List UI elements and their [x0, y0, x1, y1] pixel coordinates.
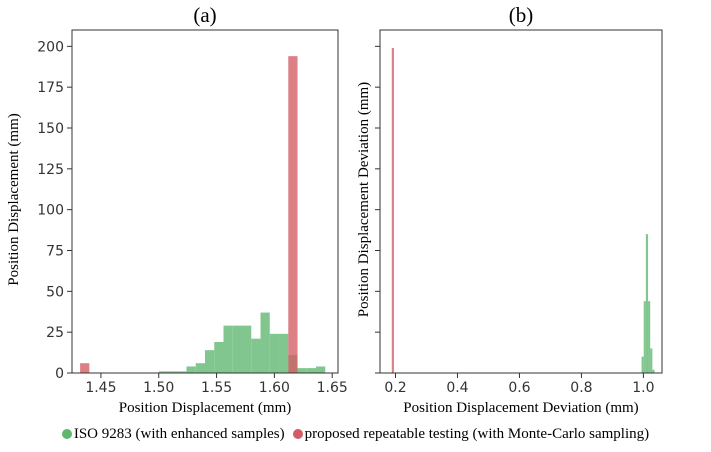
bar-a-proposed-0 [80, 363, 90, 373]
x-axis-label-a: Position Displacement (mm) [119, 400, 291, 416]
ytick-label-a-5: 125 [37, 162, 64, 178]
ytick-label-a-0: 0 [55, 366, 64, 382]
ytick-label-a-3: 75 [46, 244, 64, 260]
xtick-label-a-4: 1.65 [317, 380, 348, 396]
bar-a-iso-12 [269, 333, 280, 373]
legend-marker-proposed [292, 429, 303, 439]
bar-a-iso-16 [306, 368, 317, 373]
bar-a-iso-5 [205, 350, 215, 373]
bar-b-iso-0 [641, 356, 644, 373]
plot-frame-a [71, 29, 339, 374]
bar-b-iso-3 [648, 301, 651, 373]
bar-a-iso-9 [242, 325, 252, 373]
xtick-label-a-2: 1.55 [201, 380, 232, 396]
plot-frame-b [379, 29, 663, 374]
panel-title-b: (b) [509, 3, 534, 27]
bar-b-iso-1 [643, 301, 646, 373]
bar-a-iso-7 [223, 325, 233, 373]
xtick-label-a-3: 1.60 [259, 380, 290, 396]
bar-a-iso-4 [195, 363, 205, 373]
bar-a-iso-10 [251, 338, 261, 373]
bar-a-iso-0 [158, 371, 168, 373]
bar-b-iso-5 [652, 369, 655, 373]
xtick-label-b-2: 0.6 [508, 380, 530, 396]
ytick-label-a-8: 200 [37, 39, 64, 55]
bar-a-iso-13 [279, 333, 289, 373]
bar-b-proposed-0 [391, 47, 394, 373]
xtick-label-b-1: 0.4 [446, 380, 468, 396]
ytick-label-a-6: 150 [37, 121, 64, 137]
bar-a-proposed-1 [288, 56, 298, 374]
legend: ISO 9283 (with enhanced samples) propose… [0, 422, 711, 446]
ytick-label-a-4: 100 [37, 203, 64, 219]
bar-a-iso-3 [186, 366, 196, 373]
bar-b-iso-4 [650, 348, 653, 373]
legend-label-iso: ISO 9283 (with enhanced samples) [73, 425, 285, 442]
panel-title-a: (a) [193, 3, 216, 27]
x-axis-label-b: Position Displacement Deviation (mm) [403, 400, 638, 416]
xtick-label-a-0: 1.45 [85, 380, 116, 396]
legend-label-proposed: proposed repeatable testing (with Monte-… [304, 425, 650, 442]
xtick-label-b-4: 1.0 [632, 380, 654, 396]
ytick-label-a-1: 25 [46, 325, 64, 341]
bar-a-iso-11 [260, 312, 270, 373]
legend-item-proposed: proposed repeatable testing (with Monte-… [292, 425, 650, 443]
xtick-label-b-3: 0.8 [570, 380, 592, 396]
bar-a-iso-2 [177, 371, 187, 373]
bar-a-iso-6 [214, 341, 224, 373]
bar-a-iso-8 [232, 325, 243, 373]
legend-item-iso: ISO 9283 (with enhanced samples) [61, 425, 285, 443]
bar-a-iso-17 [316, 366, 326, 373]
legend-marker-iso [61, 429, 72, 439]
xtick-label-a-1: 1.50 [143, 380, 174, 396]
y-axis-label-b: Position Displacement Deviation (mm) [356, 82, 372, 317]
ytick-label-a-2: 50 [46, 284, 64, 300]
xtick-label-b-0: 0.2 [384, 380, 406, 396]
y-axis-label-a: Position Displacement (mm) [6, 113, 22, 285]
bar-a-iso-15 [297, 368, 307, 373]
bar-a-iso-1 [167, 371, 178, 373]
ytick-label-a-7: 175 [37, 80, 64, 96]
bar-b-iso-2 [645, 234, 649, 373]
figure: 1.45 1.50 1.55 1.60 1.65 0 25 50 75 100 125 150 175 2… [6, 3, 663, 416]
